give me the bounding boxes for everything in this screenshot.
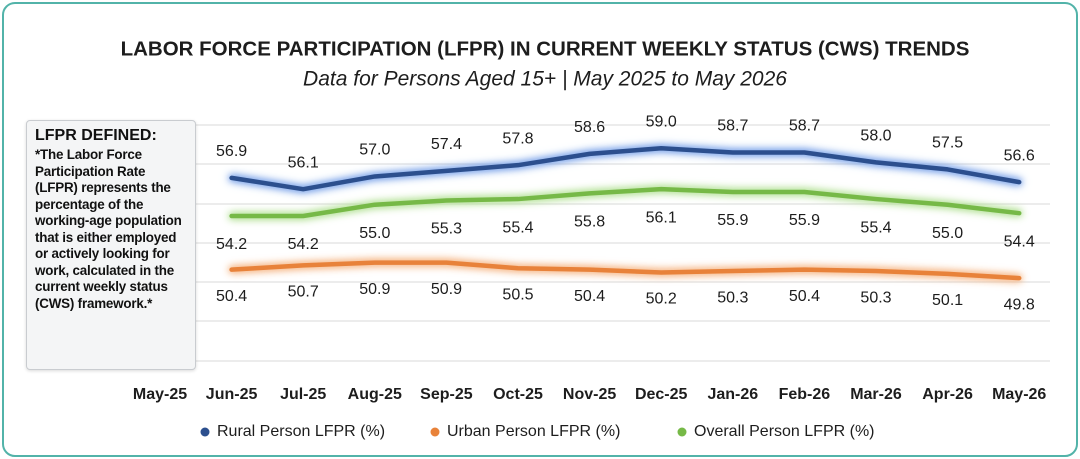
data-label: 50.5 <box>502 286 533 303</box>
data-label: 58.0 <box>860 128 891 145</box>
definition-box: LFPR DEFINED: *The Labor Force Participa… <box>26 120 196 370</box>
data-label: 50.3 <box>717 289 748 306</box>
x-tick-label: Mar-26 <box>850 386 902 403</box>
data-label: 57.4 <box>431 136 462 153</box>
data-label: 56.1 <box>288 154 319 171</box>
x-tick-label: Sep-25 <box>420 386 473 403</box>
data-label: 50.9 <box>359 281 390 298</box>
data-label: 56.9 <box>216 143 247 160</box>
data-label: 50.4 <box>574 288 605 305</box>
x-tick-label: Aug-25 <box>348 386 402 403</box>
data-label: 55.4 <box>502 219 533 236</box>
x-tick-label: May-26 <box>992 386 1046 403</box>
series-line <box>229 145 1022 192</box>
data-label: 50.2 <box>646 291 677 308</box>
x-tick-label: Jun-25 <box>206 386 258 403</box>
series-line <box>229 186 1022 219</box>
data-label: 58.6 <box>574 119 605 136</box>
data-label: 55.3 <box>431 221 462 238</box>
data-label: 58.7 <box>717 118 748 135</box>
data-label: 58.7 <box>789 118 820 135</box>
note-heading: LFPR DEFINED: <box>35 127 157 144</box>
grid <box>196 124 1050 362</box>
data-label: 55.8 <box>574 214 605 231</box>
x-tick-label: Jul-25 <box>280 386 326 403</box>
data-label: 50.4 <box>216 288 247 305</box>
data-label: 49.8 <box>1004 296 1035 313</box>
data-label: 56.6 <box>1004 147 1035 164</box>
legend-label: Rural Person LFPR (%) <box>217 423 385 440</box>
data-label: 50.4 <box>789 288 820 305</box>
x-tick-label: May-25 <box>133 386 187 403</box>
x-tick-label: Oct-25 <box>493 386 543 403</box>
legend-label: Urban Person LFPR (%) <box>447 423 620 440</box>
data-label: 54.2 <box>288 236 319 253</box>
data-label: 56.1 <box>646 209 677 226</box>
x-tick-label: Feb-26 <box>779 386 831 403</box>
data-label: 50.9 <box>431 281 462 298</box>
legend-marker <box>430 427 440 437</box>
x-tick-label: Apr-26 <box>922 386 973 403</box>
data-label: 50.3 <box>860 289 891 306</box>
data-label: 55.9 <box>789 212 820 229</box>
legend-label: Overall Person LFPR (%) <box>694 423 875 440</box>
chart-title: LABOR FORCE PARTICIPATION (LFPR) IN CURR… <box>121 37 970 60</box>
x-tick-label: Jan-26 <box>707 386 758 403</box>
data-label: 57.5 <box>932 135 963 152</box>
data-label: 59.0 <box>646 113 677 130</box>
data-label: 55.0 <box>932 225 963 242</box>
data-label: 50.1 <box>932 292 963 309</box>
data-label: 55.9 <box>717 212 748 229</box>
data-label: 55.0 <box>359 225 390 242</box>
x-tick-label: Nov-25 <box>563 386 616 403</box>
data-label: 54.4 <box>1004 233 1035 250</box>
note-text: *The Labor Force Participation Rate (LFP… <box>35 147 182 311</box>
data-label: 55.4 <box>860 219 891 236</box>
data-label: 57.0 <box>359 142 390 159</box>
legend-marker <box>677 427 687 437</box>
series-line <box>229 260 1022 281</box>
data-label: 50.7 <box>288 284 319 301</box>
chart-subtitle: Data for Persons Aged 15+ | May 2025 to … <box>303 68 787 91</box>
data-label: 57.8 <box>502 130 533 147</box>
x-tick-label: Dec-25 <box>635 386 688 403</box>
data-label: 54.2 <box>216 236 247 253</box>
legend-marker <box>200 427 210 437</box>
